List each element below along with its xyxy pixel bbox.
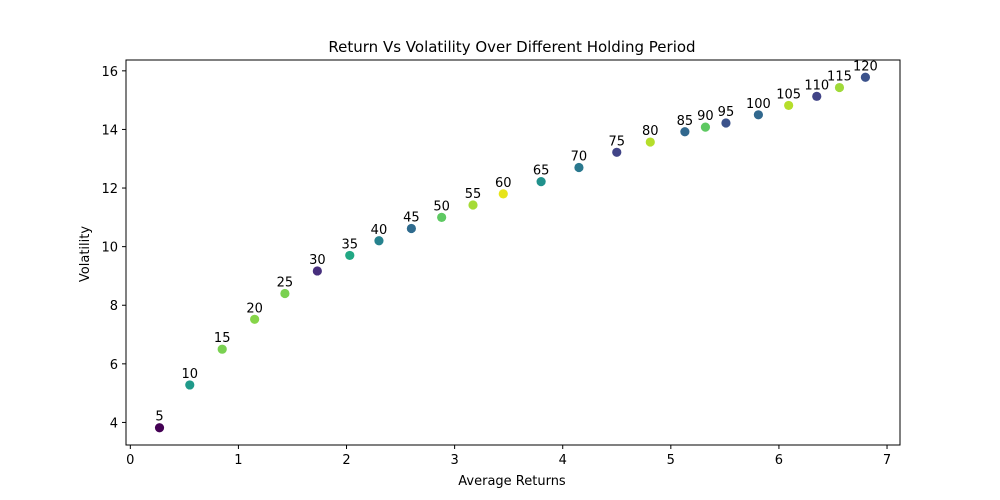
data-label: 85 (677, 114, 694, 129)
y-tick-label: 16 (101, 65, 118, 80)
data-label: 120 (853, 59, 878, 74)
y-tick-label: 6 (110, 358, 118, 373)
x-tick-label: 2 (342, 453, 350, 468)
data-point (154, 423, 165, 433)
data-label: 110 (804, 78, 829, 93)
y-tick-label: 8 (110, 299, 118, 314)
data-point (345, 250, 355, 261)
plot-border (125, 59, 901, 446)
y-tick-label: 12 (101, 182, 118, 197)
data-point (536, 176, 546, 187)
data-label: 50 (433, 199, 450, 214)
plot-area (125, 59, 901, 446)
data-point (437, 212, 447, 222)
data-point (250, 314, 260, 324)
data-point (860, 72, 871, 82)
data-point (645, 137, 655, 147)
data-labels: 5 10 15 20 25 30 35 40 45 50 55 60 65 70 75 80 85 90 95 100… (155, 59, 877, 424)
data-label: 70 (571, 150, 588, 165)
data-label: 100 (746, 97, 771, 112)
data-point (721, 118, 731, 128)
data-label: 90 (697, 109, 714, 124)
y-axis: 4 6 8 10 12 14 16 (101, 65, 126, 431)
x-axis: 0 1 2 3 4 5 6 7 (126, 445, 891, 468)
data-point (468, 200, 478, 210)
data-point (834, 82, 845, 93)
y-tick-label: 4 (110, 416, 118, 431)
y-tick-label: 10 (101, 241, 118, 256)
data-label: 105 (776, 87, 801, 102)
data-label: 25 (277, 276, 294, 291)
data-label: 60 (495, 176, 512, 191)
data-point (217, 344, 227, 354)
data-label: 65 (533, 164, 550, 179)
y-tick-label: 14 (101, 123, 118, 138)
data-point (498, 189, 508, 199)
data-point (406, 223, 416, 234)
data-label: 80 (642, 124, 659, 139)
data-label: 95 (718, 105, 735, 120)
x-tick-label: 7 (883, 453, 891, 468)
x-tick-label: 1 (234, 453, 242, 468)
data-point (612, 147, 622, 157)
data-point (680, 127, 690, 137)
data-point (700, 122, 711, 132)
data-point (574, 162, 584, 173)
data-label: 5 (155, 410, 163, 425)
x-tick-label: 6 (775, 453, 783, 468)
data-label: 15 (214, 331, 231, 346)
data-label: 55 (465, 187, 482, 202)
x-tick-label: 0 (126, 453, 134, 468)
data-label: 20 (246, 301, 263, 316)
data-label: 45 (403, 210, 420, 225)
x-tick-label: 5 (667, 453, 675, 468)
data-points (154, 72, 871, 433)
data-label: 40 (371, 223, 388, 238)
data-point (374, 236, 384, 246)
data-point (784, 100, 794, 111)
data-label: 115 (827, 70, 852, 85)
chart-title: Return Vs Volatility Over Different Hold… (328, 38, 695, 56)
data-label: 10 (182, 367, 199, 382)
data-label: 75 (609, 134, 626, 149)
y-axis-label: Volatility (78, 226, 93, 282)
x-axis-label: Average Returns (458, 474, 566, 489)
data-label: 35 (341, 237, 358, 252)
data-point (312, 266, 322, 276)
data-label: 30 (309, 253, 326, 268)
data-point (753, 110, 763, 120)
data-point (812, 91, 822, 101)
x-tick-label: 3 (450, 453, 458, 468)
x-tick-label: 4 (559, 453, 567, 468)
data-point (280, 288, 290, 299)
data-point (185, 380, 195, 390)
